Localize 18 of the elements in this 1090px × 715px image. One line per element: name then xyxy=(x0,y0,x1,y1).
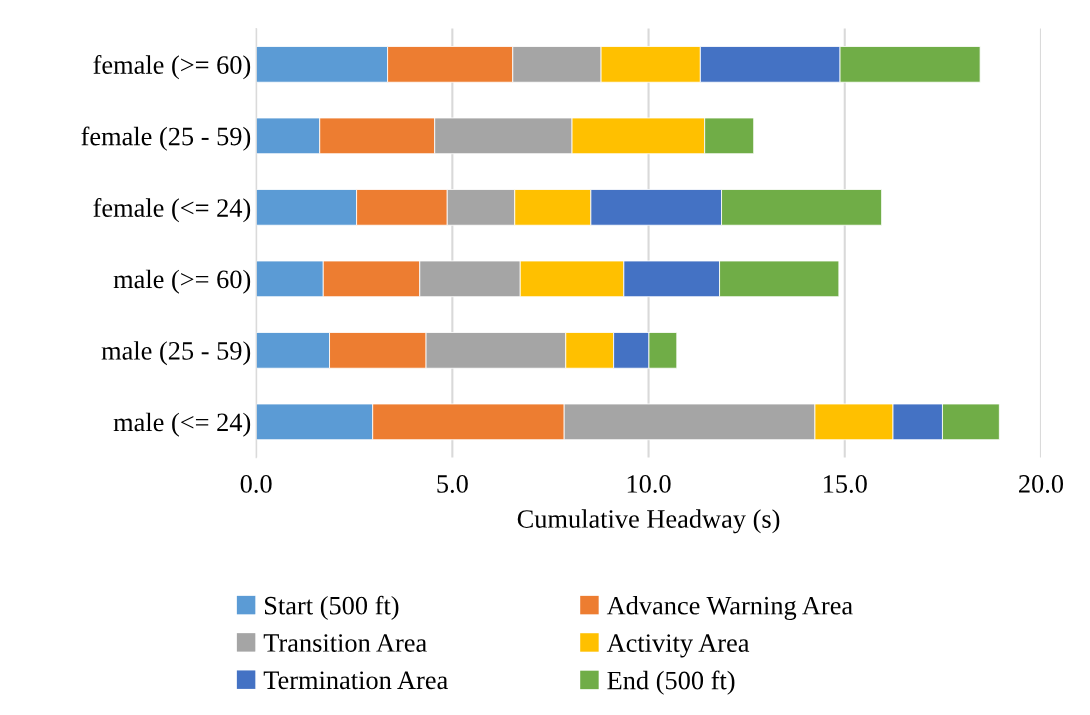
legend-label: Activity Area xyxy=(606,634,750,658)
y-tick-label: male (25 - 59) xyxy=(101,341,251,366)
x-tick-label: 20.0 xyxy=(1019,475,1064,493)
x-tick-label: 15.0 xyxy=(823,475,867,493)
y-tick-label: female (>= 60) xyxy=(93,55,251,80)
x-axis-title: Cumulative Headway (s) xyxy=(517,509,780,534)
x-tick-label: 0.0 xyxy=(240,475,272,493)
x-tick-label: 10.0 xyxy=(627,475,671,493)
y-tick-label: male (<= 24) xyxy=(113,412,251,437)
y-tick-label: female (<= 24) xyxy=(93,198,251,223)
legend-label: End (500 ft) xyxy=(607,670,735,695)
legend-label: Advance Warning Area xyxy=(606,596,853,621)
y-tick-label: male (>= 60) xyxy=(113,269,251,294)
legend-label: Termination Area xyxy=(263,671,448,690)
legend-label: Transition Area xyxy=(263,634,427,652)
x-tick-label: 5.0 xyxy=(437,475,468,493)
y-tick-label: female (25 - 59) xyxy=(81,126,251,151)
legend-label: Start (500 ft) xyxy=(265,595,399,620)
